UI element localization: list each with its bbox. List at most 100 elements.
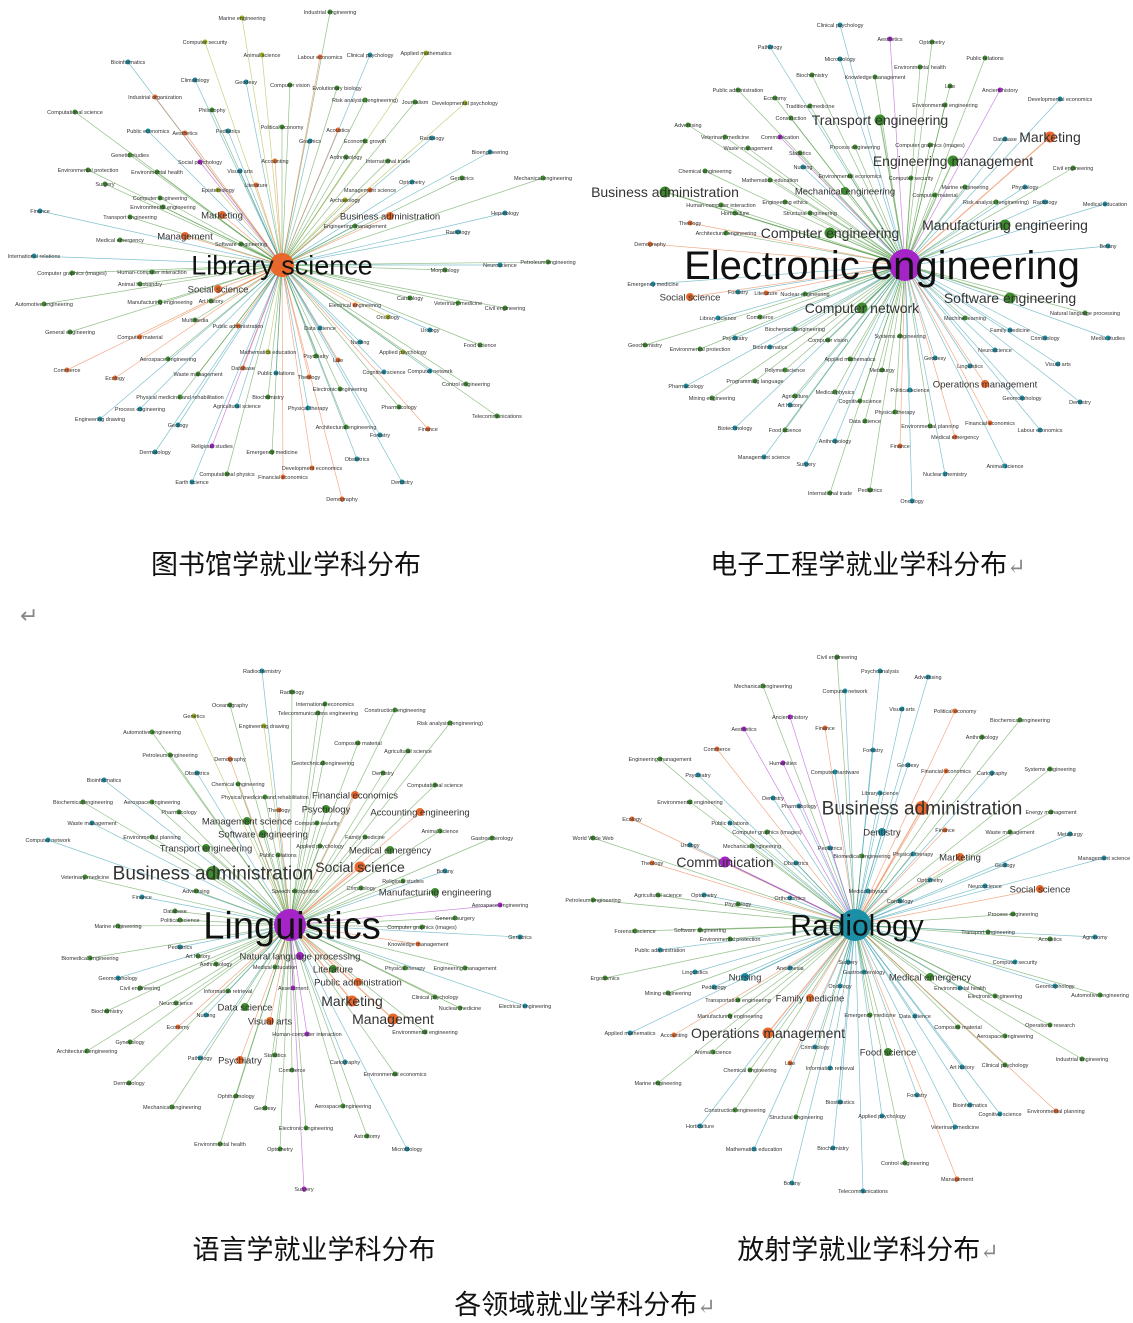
node-dot: [82, 874, 88, 880]
edge: [904, 201, 1046, 266]
node-dot: [800, 164, 806, 170]
node-dot: [277, 1146, 283, 1152]
node-label: Industrial engineering: [1056, 1057, 1109, 1063]
node-dot: [841, 187, 849, 195]
node-label: Environmental health: [131, 170, 183, 176]
node-label: Environmental engineering: [392, 1030, 457, 1036]
network-node: Management science: [344, 187, 396, 194]
network-node: Veterinary medicine: [701, 134, 749, 141]
node-label: Accounting engineering: [370, 807, 469, 818]
network-node: Mechanical engineering: [795, 186, 895, 197]
edge: [237, 783, 291, 926]
network-node: Family medicine: [345, 834, 385, 841]
node-dot: [276, 807, 282, 813]
edge: [281, 264, 446, 271]
node-label: Pathology: [758, 45, 783, 51]
node-dot: [989, 770, 995, 776]
network-node: Social science: [660, 292, 721, 303]
node-dot: [745, 145, 751, 151]
node-label: Neuroscience: [483, 263, 517, 269]
node-label: Petroleum engineering: [520, 260, 575, 266]
node-dot: [459, 175, 465, 181]
network-node: Transportation engineering: [705, 997, 771, 1004]
node-dot: [955, 1024, 961, 1030]
node-label: Horticulture: [686, 1124, 714, 1130]
network-node: Urology: [681, 842, 700, 849]
node-label: Law: [785, 1061, 795, 1067]
network-node: Optometry: [399, 179, 425, 186]
edge: [904, 264, 1046, 339]
node-label: Environmental engineering: [657, 800, 722, 806]
node-dot: [157, 195, 163, 201]
node-label: Marketing: [321, 993, 382, 1009]
network-node: Operations management: [933, 379, 1038, 390]
node-label: Computer hardware: [811, 770, 860, 776]
node-dot: [1012, 959, 1018, 965]
node-dot: [655, 1080, 661, 1086]
node-dot: [1002, 1033, 1008, 1039]
node-label: Commerce: [747, 315, 774, 321]
node-label: Business administration: [113, 864, 314, 885]
node-dot: [522, 1003, 528, 1009]
edge: [281, 177, 463, 266]
node-label: Applied psychology: [858, 1114, 906, 1120]
node-dot: [982, 883, 988, 889]
node-dot: [997, 1111, 1003, 1117]
network-node: Assessment: [278, 985, 308, 992]
network-node: Management: [352, 1011, 434, 1027]
edge: [824, 727, 856, 926]
node-label: Energy management: [1025, 810, 1077, 816]
node-label: Business administration: [340, 211, 440, 222]
network-node: Radiology: [446, 229, 470, 236]
edge: [281, 264, 381, 436]
network-node: Software engineering: [674, 927, 726, 934]
node-dot: [84, 1048, 90, 1054]
node-dot: [412, 99, 418, 105]
node-label: Medical emergency: [349, 845, 432, 856]
network-node: Animal science: [695, 1049, 732, 1056]
edge: [129, 216, 283, 266]
node-label: Management: [941, 1177, 974, 1183]
node-label: Clinical psychology: [412, 995, 459, 1001]
edge: [657, 894, 856, 926]
network-node: Gastroenterology: [843, 969, 885, 976]
node-label: Physical therapy: [288, 406, 329, 412]
network-node: Public relations: [711, 820, 749, 827]
edge: [673, 924, 856, 1036]
node-label: Applied psychology: [379, 350, 427, 356]
edge: [685, 264, 906, 387]
network-node: Family medicine: [776, 993, 845, 1004]
edge: [178, 811, 291, 926]
node-dot: [31, 253, 37, 259]
network-node: Graphics: [299, 138, 321, 145]
node-label: Orthodontics: [774, 896, 805, 902]
edge: [156, 171, 283, 266]
network-node: Anthropology: [819, 438, 851, 445]
edge: [289, 822, 318, 926]
node-dot: [429, 135, 435, 141]
network-node: Psychoanalysis: [861, 668, 899, 675]
network-node: Obstetrics: [784, 860, 809, 867]
node-dot: [432, 782, 438, 788]
node-dot: [590, 897, 596, 903]
network-node: Risk analysis (engineering): [417, 720, 483, 727]
node-label: Social psychology: [178, 160, 222, 166]
edge: [651, 862, 856, 926]
node-dot: [650, 281, 656, 287]
edge: [281, 177, 544, 266]
edge: [281, 129, 339, 266]
node-label: Environmental health: [194, 1142, 246, 1148]
node-label: Construction engineering: [364, 708, 425, 714]
network-node: Computer network: [823, 688, 868, 695]
node-dot: [320, 760, 326, 766]
node-label: Nursing: [351, 340, 370, 346]
network-node: Knowledge management: [845, 74, 906, 81]
node-dot: [357, 339, 363, 345]
edge: [66, 264, 283, 371]
node-label: Computer engineering: [761, 225, 900, 241]
edge: [281, 264, 313, 469]
node-label: Cardiology: [397, 296, 424, 302]
network-node: Mathematics education: [726, 1146, 782, 1153]
edge: [904, 264, 1041, 431]
edge: [281, 264, 284, 478]
